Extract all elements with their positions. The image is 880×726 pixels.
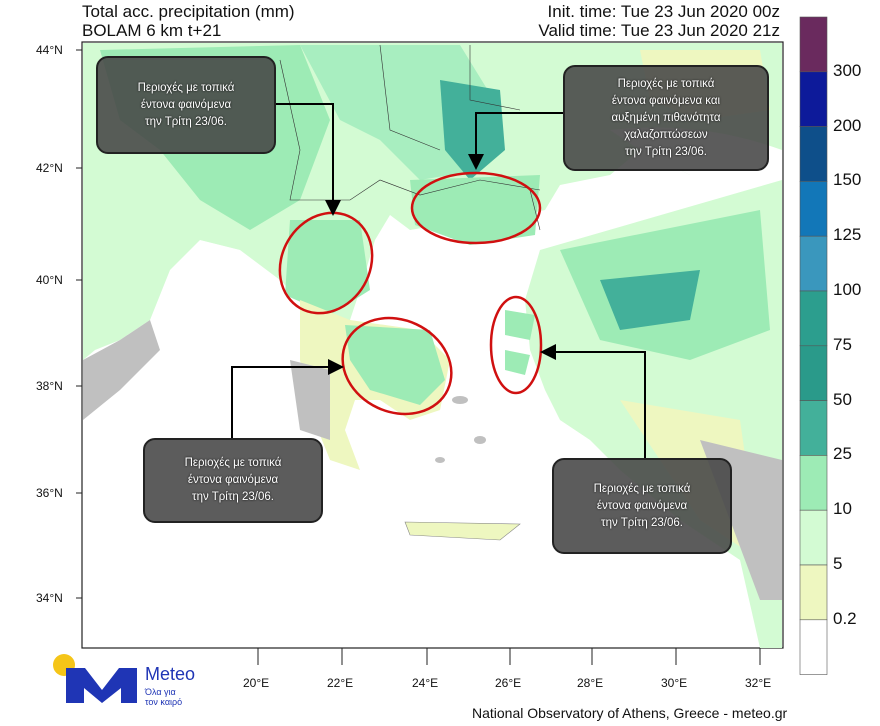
colorbar-label: 10 [833,499,852,519]
colorbar-swatch [799,16,828,73]
lat-label: 40°N [36,273,63,287]
arrow-2 [468,112,563,170]
callout-line: την Τρίτη 23/06. [192,491,274,503]
callout-line: έντονα φαινόμενα [140,98,232,111]
lat-label: 38°N [36,379,63,393]
logo-tagline-1: Όλα για [145,687,176,697]
colorbar-swatch [799,400,828,456]
callout-line: την Τρίτη 23/06. [625,145,707,158]
lat-label: 42°N [36,161,63,175]
lon-label: 26°E [495,676,522,690]
colorbar-label: 100 [833,280,862,299]
logo-name: Meteo [145,664,196,684]
lon-ticks [257,648,761,665]
callout-thrace-hail: Περιοχές με τοπικά έντονα φαινόμενα και … [563,65,769,171]
colorbar-label: 75 [833,334,852,354]
colorbar-swatch [799,126,828,182]
colorbar-swatch [799,455,828,511]
meteo-logo [53,654,137,703]
colorbar-label: 200 [833,115,862,135]
country-borders [279,44,541,231]
lon-label: 20°E [243,676,270,690]
lat-label: 36°N [36,486,63,500]
map-title: Total acc. precipitation (mm) [82,2,295,21]
colorbar-label: 0.2 [833,608,857,628]
callout-line: έντονα φαινόμενα [187,474,279,486]
colorbar [799,16,828,675]
callout-line: Περιοχές με τοπικά [184,457,282,469]
callout-central-greece: Περιοχές με τοπικά έντονα φαινόμενα την … [143,438,323,523]
callout-line: αυξημένη πιθανότητα [611,111,721,124]
callout-line: έντονα φαινόμενα [596,499,688,512]
colorbar-swatch [799,235,828,292]
colorbar-label: 50 [833,389,852,409]
ellipse-central-greece [341,316,453,416]
callout-east-aegean: Περιοχές με τοπικά έντονα φαινόμενα την … [552,458,732,554]
highlight-ellipses [278,171,543,416]
lon-label: 32°E [745,676,772,690]
callout-line: την Τρίτη 23/06. [145,115,227,128]
credit-text: National Observatory of Athens, Greece -… [472,705,788,721]
colorbar-swatch [799,619,828,675]
colorbar-label: 25 [833,444,852,464]
colorbar-label: 125 [833,225,862,245]
model-label: BOLAM 6 km t+21 [82,21,222,40]
ellipse-thrace [410,171,542,245]
callout-line: έντονα φαινόμενα και [611,94,721,107]
colorbar-swatch [799,345,828,401]
lon-label: 22°E [327,676,354,690]
callout-line: Περιοχές με τοπικά [137,81,235,94]
logo-tagline-2: τον καιρό [145,697,183,707]
colorbar-swatch [799,181,828,237]
init-time: Init. time: Tue 23 Jun 2020 00z [547,2,780,21]
colorbar-label: 150 [833,170,862,190]
lat-label: 44°N [36,43,63,57]
arrow-3 [231,359,344,438]
callout-northwest-greece: Περιοχές με τοπικά έντονα φαινόμενα την … [96,56,276,154]
lon-label: 28°E [577,676,604,690]
lon-label: 30°E [661,676,688,690]
arrow-4 [540,344,646,458]
ellipse-northwest-greece [278,211,374,315]
colorbar-label: 300 [833,60,862,80]
colorbar-swatch [799,564,828,621]
callout-line: Περιοχές με τοπικά [593,482,691,495]
callout-line: την Τρίτη 23/06. [601,516,683,529]
lat-label: 34°N [36,591,63,605]
arrow-1 [275,103,341,216]
valid-time: Valid time: Tue 23 Jun 2020 21z [538,21,780,40]
colorbar-swatch [799,509,828,566]
callout-line: χαλαζοπτώσεων [624,128,708,141]
colorbar-label: 5 [833,554,843,573]
arrows [231,103,646,458]
colorbar-swatch [799,71,828,127]
colorbar-swatch [799,290,828,347]
callout-line: Περιοχές με τοπικά [617,77,715,90]
lon-label: 24°E [412,676,439,690]
lat-ticks [76,49,82,599]
